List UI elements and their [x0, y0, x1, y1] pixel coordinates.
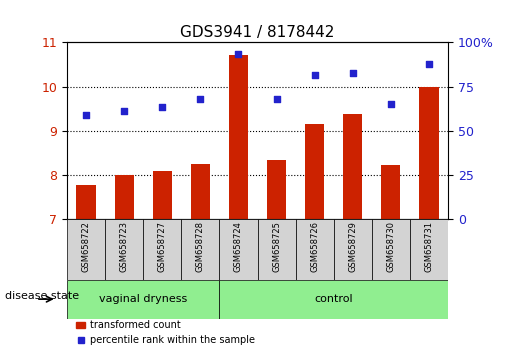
Text: GSM658731: GSM658731 — [424, 221, 434, 272]
Point — [196, 96, 204, 102]
Text: GDS3941 / 8178442: GDS3941 / 8178442 — [180, 25, 335, 40]
FancyBboxPatch shape — [334, 219, 372, 280]
Point — [120, 108, 128, 114]
Legend: transformed count, percentile rank within the sample: transformed count, percentile rank withi… — [72, 316, 259, 349]
Bar — [419, 87, 439, 219]
FancyBboxPatch shape — [67, 219, 105, 280]
Point — [82, 113, 90, 118]
Point — [158, 104, 166, 109]
Point — [425, 61, 433, 67]
Bar — [114, 175, 134, 219]
Bar — [191, 164, 210, 219]
Text: GSM658730: GSM658730 — [386, 221, 396, 272]
Text: GSM658723: GSM658723 — [119, 221, 129, 272]
Point — [387, 101, 395, 107]
FancyBboxPatch shape — [181, 219, 219, 280]
Text: GSM658722: GSM658722 — [81, 221, 91, 272]
FancyBboxPatch shape — [105, 219, 143, 280]
Bar — [305, 124, 324, 219]
Text: GSM658726: GSM658726 — [310, 221, 319, 272]
Bar — [344, 114, 363, 219]
FancyBboxPatch shape — [410, 219, 448, 280]
Text: GSM658728: GSM658728 — [196, 221, 205, 272]
FancyBboxPatch shape — [143, 219, 181, 280]
Text: GSM658725: GSM658725 — [272, 221, 281, 272]
Bar — [267, 160, 286, 219]
Text: GSM658727: GSM658727 — [158, 221, 167, 272]
Point — [272, 96, 281, 102]
Point — [349, 70, 357, 76]
Bar — [76, 185, 96, 219]
Text: GSM658729: GSM658729 — [348, 221, 357, 272]
Text: disease state: disease state — [5, 291, 79, 301]
FancyBboxPatch shape — [372, 219, 410, 280]
Bar — [382, 165, 401, 219]
Text: vaginal dryness: vaginal dryness — [99, 294, 187, 304]
Bar — [229, 55, 248, 219]
Bar — [153, 171, 172, 219]
FancyBboxPatch shape — [296, 219, 334, 280]
Point — [311, 72, 319, 78]
FancyBboxPatch shape — [219, 280, 448, 319]
Point — [234, 52, 243, 57]
FancyBboxPatch shape — [219, 219, 258, 280]
FancyBboxPatch shape — [258, 219, 296, 280]
Text: GSM658724: GSM658724 — [234, 221, 243, 272]
Text: control: control — [314, 294, 353, 304]
FancyBboxPatch shape — [67, 280, 219, 319]
